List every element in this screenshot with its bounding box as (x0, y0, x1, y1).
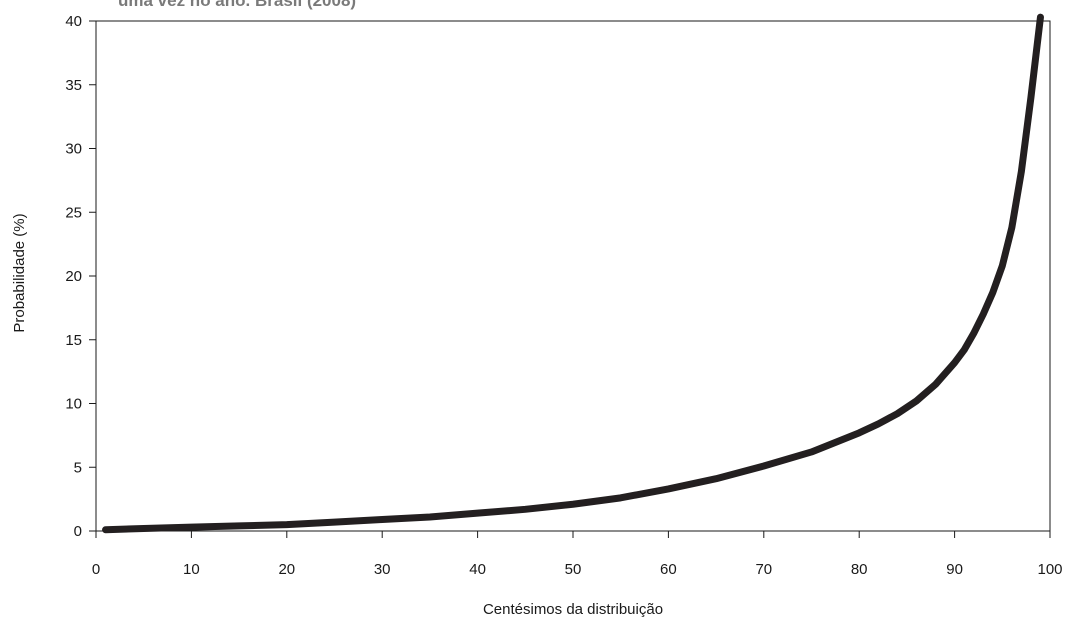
x-tick-label: 90 (946, 561, 963, 578)
x-axis-title: Centésimos da distribuição (483, 601, 663, 618)
y-tick-label: 15 (65, 332, 82, 349)
x-tick-label: 0 (92, 561, 100, 578)
x-tick-label: 20 (278, 561, 295, 578)
x-axis: 0 10 20 30 40 50 60 70 80 90 100 (92, 531, 1063, 578)
y-axis: 0 5 10 15 20 25 30 35 40 (65, 13, 96, 540)
y-tick-label: 35 (65, 77, 82, 94)
x-tick-label: 10 (183, 561, 200, 578)
x-tick-label: 50 (565, 561, 582, 578)
series-line (102, 13, 1044, 534)
y-tick-label: 20 (65, 268, 82, 285)
y-tick-label: 0 (74, 523, 82, 540)
x-tick-label: 70 (755, 561, 772, 578)
y-tick-label: 25 (65, 204, 82, 221)
y-tick-label: 40 (65, 13, 82, 30)
y-tick-label: 10 (65, 396, 82, 413)
x-tick-label: 80 (851, 561, 868, 578)
x-tick-label: 60 (660, 561, 677, 578)
chart-title: uma vez no ano. Brasil (2008) (118, 0, 356, 10)
x-tick-label: 30 (374, 561, 391, 578)
y-axis-title: Probabilidade (%) (11, 213, 28, 332)
x-tick-label: 40 (469, 561, 486, 578)
y-tick-label: 5 (74, 459, 82, 476)
y-tick-label: 30 (65, 141, 82, 158)
x-tick-label: 100 (1037, 561, 1062, 578)
plot-frame (95, 20, 1051, 532)
